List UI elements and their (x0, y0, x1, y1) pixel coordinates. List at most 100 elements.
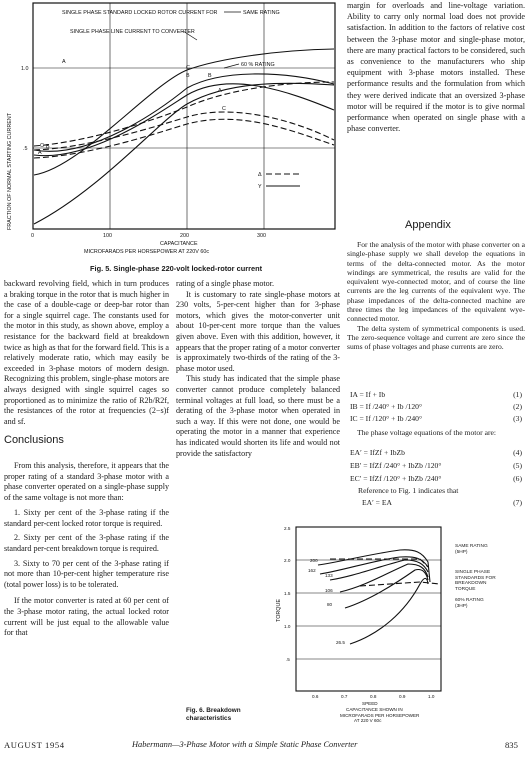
fig5-curve-c-delta (33, 83, 335, 157)
fig6-curve-133 (329, 559, 429, 581)
fig6-x-axis-label: SPEED (362, 701, 378, 706)
fig6-curve-label-106: 106 (325, 588, 333, 593)
fig6-caption-line-1: Fig. 6. Breakdown (186, 707, 241, 714)
conclusion-item-3: 3. Sixty to 70 per cent of the 3-phase r… (4, 558, 169, 589)
fig5-curve-letter-b2: B (208, 73, 212, 79)
fig5-title-arrow-label: SAME RATING (243, 10, 280, 16)
appendix-paragraph-4: Reference to Fig. 1 indicates that (358, 486, 459, 495)
fig5-title-2-leader (182, 30, 198, 41)
fig6-y-tick-2-0: 2.0 (284, 558, 291, 563)
conclusion-item-1: 1. Sixty per cent of the 3-phase rating … (4, 508, 169, 528)
fig6-x-tick-0-7: 0.7 (341, 694, 348, 699)
fig5-x-axis-label: CAPACITANCE (160, 241, 198, 247)
fig6-sixty-rating-label: 60% RATING (3HP) (455, 598, 484, 609)
equation-1-number: (1) (513, 390, 522, 399)
left-paragraph-3: If the motor converter is rated at 60 pe… (4, 596, 169, 638)
fig6-y-axis-label: TORQUE (276, 599, 282, 622)
fig5-curve-standard (33, 82, 335, 225)
fig5-curve-letter-c: C (186, 65, 190, 71)
fig5-y-axis-label: FRACTION OF NORMAL STARTING CURRENT (7, 112, 13, 230)
fig5-curve-letter-c2: C (222, 106, 226, 112)
fig6-curve-label-162: 162 (308, 568, 316, 573)
appendix-heading: Appendix (405, 219, 451, 231)
fig6-sixty-rating-line (359, 581, 441, 587)
equation-1: IA = If + Ib (350, 390, 386, 399)
equation-7: EA′ = EA (362, 498, 392, 507)
fig6-x-tick-0-8: 0.8 (370, 694, 377, 699)
equation-2: IB = If /240° + Ib /120° (350, 402, 423, 412)
fig5-curve-letter-a2: A (218, 88, 222, 94)
fig6-x-axis-line-2: CAPACITANCE SHOWN IN (346, 707, 403, 712)
appendix-body: For the analysis of the motor with phase… (347, 240, 525, 352)
middle-paragraph-1: rating of a single phase motor. (176, 279, 275, 288)
fig6-y-tick-1-5: 1.5 (284, 591, 291, 596)
figure-6: 2.5 2.0 1.5 1.0 .5 TORQUE 0.6 0.7 0.8 0.… (276, 526, 442, 722)
footer-date: AUGUST 1954 (4, 740, 65, 750)
equations-1-3: IA = If + Ib (1) IB = If /240° + Ib /120°… (350, 389, 522, 426)
fig6-same-rating-label: SAME RATING (5HP) (455, 544, 488, 555)
right-column-top-text: margin for overloads and line-voltage va… (347, 0, 525, 134)
fig5-title-line-1: SINGLE PHASE STANDARD LOCKED ROTOR CURRE… (62, 10, 218, 16)
fig5-rating-label: 60 % RATING (241, 62, 275, 68)
fig6-caption: Fig. 6. Breakdown characteristics (186, 707, 241, 723)
figure-5: FRACTION OF NORMAL STARTING CURRENT 1.0 … (7, 2, 336, 255)
appendix-paragraph-3: The phase voltage equations of the motor… (357, 428, 496, 437)
conclusion-item-2: 2. Sixty per cent of the 3-phase rating … (4, 533, 169, 554)
conclusions-heading: Conclusions (4, 434, 64, 447)
fig5-curve-b-y (33, 111, 335, 151)
right-column-paragraph: margin for overloads and line-voltage va… (347, 1, 525, 134)
fig6-x-tick-1-0: 1.0 (428, 694, 435, 699)
equation-7-row: EA′ = EA (7) (362, 497, 522, 509)
equation-5: EB′ = IfZf /240° + IbZb /120° (350, 461, 442, 470)
appendix-paragraph-2: The delta system of symmetrical componen… (347, 323, 525, 352)
fig6-curve-label-80: 80 (327, 602, 333, 607)
fig5-legend-delta: Δ (258, 172, 262, 178)
fig5-curve-letter-a: A (62, 59, 66, 65)
fig6-x-axis-line-3: MICROFARADS PER HORSEPOWER (340, 713, 420, 718)
fig5-title-line-2: SINGLE PHASE LINE CURRENT TO CONVERTER (70, 29, 195, 35)
fig5-x-tick-0: 0 (31, 233, 34, 239)
equation-6-number: (6) (513, 474, 522, 483)
fig6-y-tick-1-0: 1.0 (284, 624, 291, 629)
fig6-single-phase-standard (330, 558, 429, 568)
fig6-curve-label-200: 200 (310, 558, 318, 563)
fig6-plot-frame (295, 526, 442, 692)
left-paragraph-2: From this analysis, therefore, it appear… (4, 460, 169, 502)
equation-2-number: (2) (513, 402, 522, 412)
fig5-x-tick-200: 200 (180, 233, 189, 239)
fig5-curve-letter-a3: A (38, 150, 42, 156)
left-column-text: backward revolving field, which in turn … (4, 279, 169, 639)
fig5-caption: Fig. 5. Single-phase 220-volt locked-rot… (90, 264, 263, 273)
equation-4-number: (4) (513, 448, 522, 457)
fig6-x-axis-line-4: AT 220 V 60c (354, 718, 382, 722)
equation-4: EA′ = IfZf + IbZb (350, 448, 405, 457)
fig6-curve-26-5 (349, 577, 429, 645)
fig6-curve-80 (344, 568, 429, 609)
fig5-curve-a-y (33, 81, 335, 147)
equations-4-6: EA′ = IfZf + IbZb (4) EB′ = IfZf /240° + … (350, 446, 522, 485)
fig5-curve-letter-c3: C (40, 143, 44, 149)
fig5-curve-c-y (33, 118, 335, 159)
fig6-y-tick-2-5: 2.5 (284, 526, 291, 531)
footer-page-number: 835 (505, 740, 518, 750)
fig5-x-tick-100: 100 (103, 233, 112, 239)
fig5-y-tick-1-0: 1.0 (21, 66, 29, 72)
fig5-x-tick-300: 300 (257, 233, 266, 239)
equation-3: IC = If /120° + Ib /240° (350, 414, 423, 424)
middle-paragraph-2: It is customary to rate single-phase mot… (176, 289, 340, 373)
fig6-curve-label-26-5: 26.5 (336, 640, 345, 645)
fig6-x-tick-0-9: 0.9 (399, 694, 406, 699)
fig5-y-tick-0-5: .5 (23, 146, 28, 152)
fig6-caption-line-2: characteristics (186, 715, 232, 722)
fig6-curve-200 (317, 549, 431, 583)
fig6-curve-label-133: 133 (325, 573, 333, 578)
middle-column-text: rating of a single phase motor. It is cu… (176, 279, 340, 459)
fig5-curve-letter-b: B (186, 73, 190, 79)
fig5-rating-leader (223, 63, 240, 69)
fig6-x-tick-0-6: 0.6 (312, 694, 319, 699)
fig5-plot-frame (32, 2, 336, 230)
fig5-curve-letter-b3: B (46, 144, 50, 150)
fig6-single-phase-label: SINGLE PHASE STANDARDS FOR BREAKDOWN TOR… (455, 570, 496, 592)
appendix-paragraph-1: For the analysis of the motor with phase… (347, 240, 525, 324)
fig5-legend-y: Y (258, 184, 262, 190)
